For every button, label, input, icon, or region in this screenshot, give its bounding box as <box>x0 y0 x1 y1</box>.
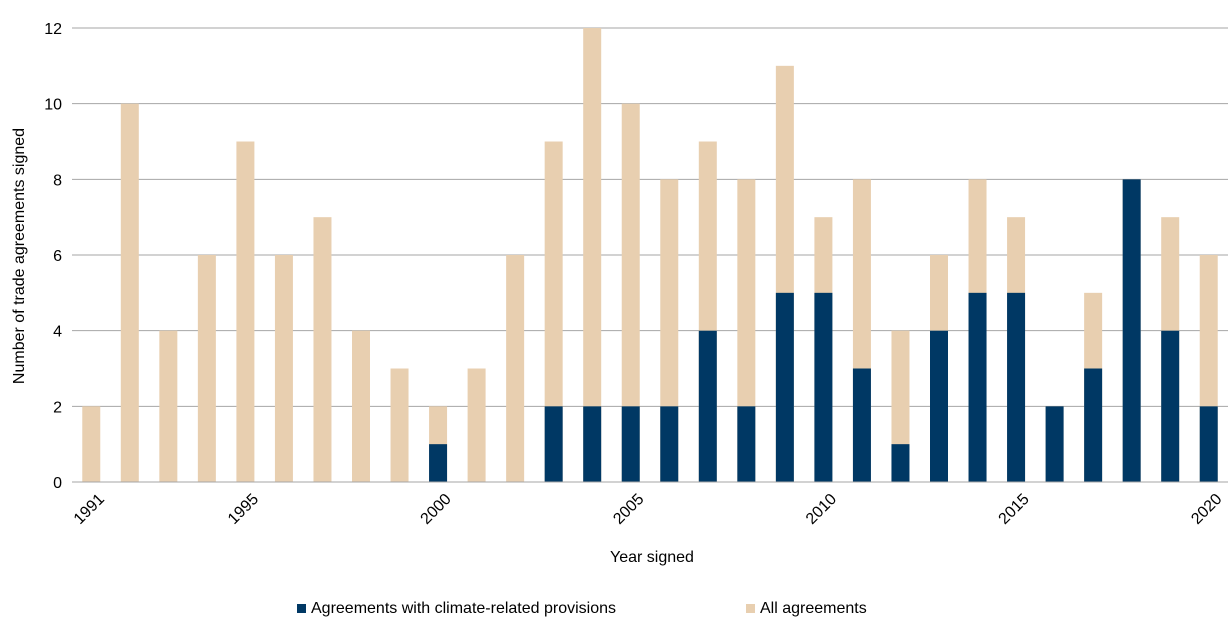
bar-all-1995 <box>236 141 255 482</box>
bar-all-2005 <box>621 103 640 483</box>
y-tick-label: 8 <box>53 172 62 189</box>
legend-label-climate: Agreements with climate-related provisio… <box>311 600 616 617</box>
bar-climate-2014 <box>968 292 987 482</box>
bar-climate-2009 <box>775 292 794 482</box>
y-tick-label: 4 <box>53 324 62 341</box>
bar-climate-2008 <box>737 406 756 482</box>
bar-all-2003 <box>544 141 563 482</box>
bar-climate-2004 <box>583 406 602 482</box>
bar-climate-2015 <box>1007 292 1026 482</box>
bar-all-1991 <box>82 406 101 482</box>
bar-climate-2010 <box>814 292 833 482</box>
bar-climate-2016 <box>1045 406 1064 482</box>
y-tick-label: 10 <box>44 97 62 114</box>
y-axis-tick-labels: 0 2 4 6 8 10 12 <box>44 21 62 492</box>
x-axis-title: Year signed <box>610 549 694 566</box>
x-tick-label: 2020 <box>1188 491 1225 528</box>
bar-all-1997 <box>313 217 332 482</box>
bar-all-2002 <box>506 255 525 482</box>
y-tick-label: 2 <box>53 399 62 416</box>
legend-label-all: All agreements <box>760 600 867 617</box>
y-tick-label: 12 <box>44 21 62 38</box>
bar-all-2004 <box>583 28 602 482</box>
bar-climate-2018 <box>1122 179 1141 483</box>
x-tick-label: 1991 <box>71 491 108 528</box>
bar-all-1999 <box>390 368 409 482</box>
bar-climate-2020 <box>1199 406 1218 482</box>
legend-swatch-climate <box>297 604 306 613</box>
gridlines <box>72 27 1228 407</box>
x-tick-label: 2000 <box>418 491 455 528</box>
bar-all-2001 <box>467 368 486 482</box>
legend: Agreements with climate-related provisio… <box>297 600 867 617</box>
bar-climate-2007 <box>698 330 717 482</box>
legend-swatch-all <box>746 604 755 613</box>
x-axis-tick-labels: 1991 1995 2000 2005 2010 2015 2020 <box>71 491 1226 528</box>
bar-climate-2003 <box>544 406 563 482</box>
bar-climate-2000 <box>429 444 448 482</box>
y-axis-title: Number of trade agreements signed <box>11 128 28 384</box>
x-tick-label: 2005 <box>610 491 647 528</box>
x-tick-label: 1995 <box>225 491 262 528</box>
bar-all-1994 <box>197 255 216 482</box>
bars-climate-agreements <box>429 179 1218 483</box>
y-tick-label: 6 <box>53 248 62 265</box>
bar-all-1993 <box>159 330 178 482</box>
bar-climate-2011 <box>852 368 871 482</box>
bar-all-1996 <box>274 255 293 482</box>
bar-all-1992 <box>120 103 139 483</box>
bar-all-1998 <box>352 330 370 482</box>
bar-climate-2019 <box>1161 330 1180 482</box>
bar-climate-2012 <box>891 444 910 482</box>
bar-climate-2005 <box>621 406 640 482</box>
x-tick-label: 2010 <box>803 491 840 528</box>
bar-climate-2006 <box>660 406 679 482</box>
x-tick-label: 2015 <box>996 491 1033 528</box>
bar-climate-2017 <box>1084 368 1103 482</box>
bar-climate-2013 <box>930 330 948 482</box>
y-tick-label: 0 <box>53 475 62 492</box>
